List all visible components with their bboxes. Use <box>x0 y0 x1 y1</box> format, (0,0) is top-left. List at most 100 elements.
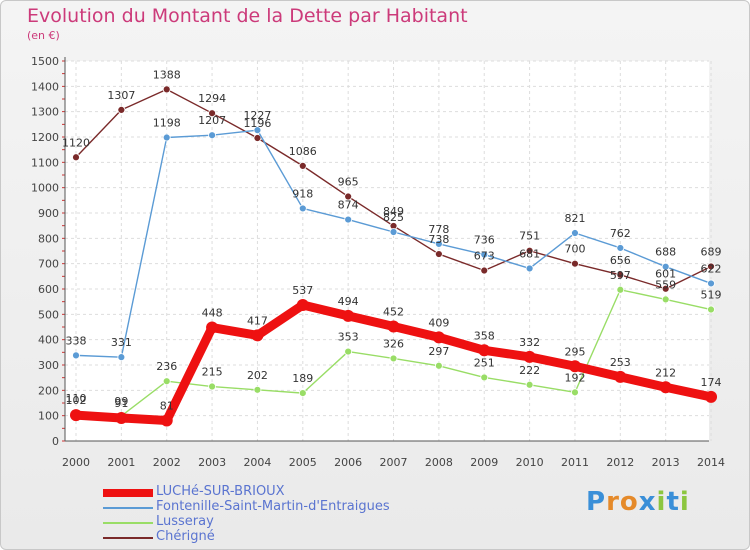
data-point <box>296 298 309 311</box>
y-tick-label: 1200 <box>31 131 59 144</box>
data-label: 736 <box>474 234 495 247</box>
data-point <box>389 354 398 363</box>
chart-title: Evolution du Montant de la Dette par Hab… <box>27 5 468 27</box>
data-label: 222 <box>519 364 540 377</box>
data-label: 295 <box>564 345 585 358</box>
data-label: 102 <box>66 394 87 407</box>
y-tick-label: 400 <box>38 334 59 347</box>
data-point <box>616 285 625 294</box>
data-label: 215 <box>202 366 223 379</box>
x-tick-label: 2012 <box>606 456 634 469</box>
logo-letter: o <box>619 487 639 517</box>
data-point <box>344 215 353 224</box>
chart-unit: (en €) <box>27 29 60 42</box>
data-label: 688 <box>655 246 676 259</box>
x-tick-label: 2005 <box>289 456 317 469</box>
data-label: 689 <box>701 245 722 258</box>
data-label: 81 <box>160 399 174 412</box>
data-point <box>661 262 670 271</box>
y-tick-label: 700 <box>38 258 59 271</box>
data-point <box>525 264 534 273</box>
data-label: 821 <box>564 212 585 225</box>
data-point <box>568 360 581 373</box>
x-tick-label: 2011 <box>561 456 589 469</box>
data-point <box>707 305 715 314</box>
data-point <box>478 344 491 357</box>
legend-label: LUCHé-SUR-BRIOUX <box>156 484 285 499</box>
logo-letter: P <box>586 487 607 517</box>
data-point <box>616 244 625 252</box>
data-label: 965 <box>338 176 359 189</box>
data-label: 331 <box>111 336 132 349</box>
data-label: 681 <box>519 247 540 260</box>
x-tick-label: 2013 <box>652 456 680 469</box>
logo-letter: i <box>679 487 690 517</box>
data-label: 452 <box>383 305 404 318</box>
x-tick-label: 2006 <box>334 456 362 469</box>
y-tick-label: 1400 <box>31 80 59 93</box>
data-point <box>253 385 262 394</box>
data-label: 1388 <box>153 68 181 81</box>
data-point <box>389 228 398 236</box>
data-point <box>432 331 445 344</box>
data-point <box>387 320 400 333</box>
data-label: 353 <box>338 331 359 344</box>
data-label: 338 <box>66 334 87 347</box>
data-label: 236 <box>156 360 177 373</box>
data-label: 537 <box>292 284 313 297</box>
data-label: 110 <box>66 392 87 405</box>
data-point <box>162 377 171 386</box>
legend-swatch <box>103 507 153 509</box>
data-point <box>614 370 627 383</box>
y-tick-label: 800 <box>38 232 59 245</box>
data-label: 99 <box>114 395 128 408</box>
data-label: 1198 <box>153 117 181 130</box>
data-label: 918 <box>292 187 313 200</box>
data-point <box>344 347 353 356</box>
data-label: 417 <box>247 314 268 327</box>
data-label: 332 <box>519 336 540 349</box>
data-point <box>707 262 715 271</box>
x-tick-label: 2014 <box>697 456 725 469</box>
x-tick-label: 2004 <box>243 456 271 469</box>
data-label: 1086 <box>289 145 317 158</box>
data-point <box>162 85 171 94</box>
x-tick-label: 2010 <box>516 456 544 469</box>
data-label: 174 <box>701 376 722 389</box>
data-point <box>208 131 216 140</box>
proxiti-logo: Proxiti <box>586 487 690 517</box>
data-point <box>523 350 536 363</box>
y-tick-label: 500 <box>38 308 59 321</box>
x-tick-label: 2007 <box>380 456 408 469</box>
data-point <box>72 351 80 360</box>
y-tick-label: 200 <box>38 384 59 397</box>
data-label: 673 <box>474 250 495 263</box>
data-point <box>344 192 353 201</box>
data-point <box>72 153 80 162</box>
data-label: 519 <box>701 289 722 302</box>
data-label: 189 <box>292 372 313 385</box>
y-tick-label: 1100 <box>31 156 59 169</box>
x-tick-label: 2008 <box>425 456 453 469</box>
legend-item: Fontenille-Saint-Martin-d'Entraigues <box>103 499 433 515</box>
data-label: 1120 <box>62 136 90 149</box>
y-tick-label: 600 <box>38 283 59 296</box>
data-point <box>707 279 715 288</box>
data-label: 212 <box>655 366 676 379</box>
data-label: 597 <box>610 269 631 282</box>
data-label: 192 <box>564 371 585 384</box>
data-label: 825 <box>383 211 404 224</box>
x-tick-label: 2001 <box>107 456 135 469</box>
legend-item: LUCHé-SUR-BRIOUX <box>103 484 433 500</box>
x-tick-label: 2003 <box>198 456 226 469</box>
data-label: 559 <box>655 278 676 291</box>
legend-item: Chérigné <box>103 529 433 545</box>
data-point <box>571 229 579 237</box>
data-label: 778 <box>428 223 449 236</box>
data-label: 448 <box>202 307 223 320</box>
chart-legend: LUCHé-SUR-BRIOUX Fontenille-Saint-Martin-… <box>103 484 433 545</box>
data-label: 494 <box>338 295 359 308</box>
logo-letter: r <box>606 487 620 517</box>
